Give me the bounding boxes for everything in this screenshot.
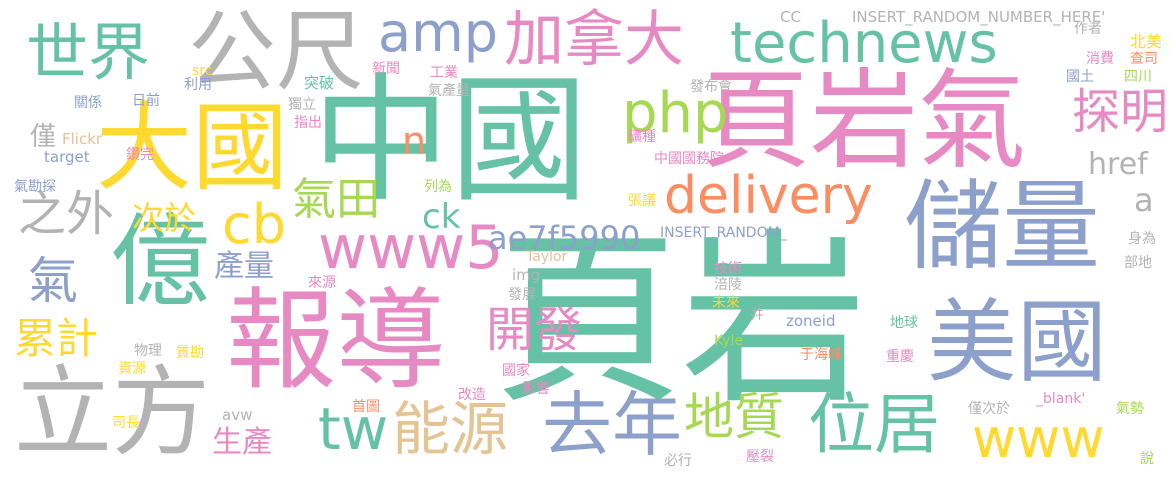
word-drilled: 鑽完 [126, 147, 154, 163]
word-independent: 獨立 [288, 97, 316, 113]
word-geo-survey: 質勘 [176, 345, 204, 361]
word-point-out: 指出 [294, 115, 322, 131]
word-develop: 開發 [486, 302, 583, 358]
word-source: 來源 [308, 275, 336, 291]
word-amp: amp [378, 1, 498, 64]
word-src: src [192, 63, 213, 79]
word-cumulative: 累計 [14, 314, 99, 363]
word-a: a [1134, 181, 1154, 219]
word-metre: 公尺 [188, 0, 365, 103]
word-second-to: 次於 [132, 199, 197, 237]
word-inspect: 查司 [1130, 51, 1158, 67]
word-china: 中國 [312, 60, 589, 221]
word-blank: _blank' [1036, 391, 1086, 407]
word-division: 部地 [1124, 255, 1152, 271]
word-proposal: 張議 [628, 193, 656, 209]
word-insert-random-number: INSERT_RANDOM_NUMBER_HERE' [852, 8, 1106, 26]
word-technology: 技術 [714, 261, 742, 277]
word-press-conference: 發布會 [690, 79, 732, 95]
word-output: 產量 [214, 249, 274, 284]
word-yu-haifeng: 于海峰 [800, 347, 842, 363]
word-second-only-to: 僅次於 [968, 401, 1010, 417]
word-cc: CC [780, 8, 801, 26]
word-canada: 加拿大 [504, 5, 684, 75]
word-physics: 物理 [134, 343, 162, 359]
word-last-year: 去年 [542, 384, 682, 466]
word-zoneid: zoneid [786, 312, 836, 330]
word-taylor: Taylor [526, 249, 568, 265]
word-well: 井 [750, 307, 764, 323]
word-technews: technews [730, 11, 998, 76]
word-consumption: 消費 [1086, 51, 1114, 67]
word-gas-output: 氣產量 [428, 83, 470, 99]
word-recently: 日前 [132, 93, 160, 109]
word-delivery: delivery [664, 166, 873, 226]
word-ae7f5990: ae7f5990 [488, 219, 641, 257]
word-fuling: 涪陵 [714, 277, 742, 293]
word-gas: 氣 [28, 252, 78, 310]
word-chongqing: 重慶 [886, 349, 914, 365]
word-news: 新聞 [372, 61, 400, 77]
word-only: 僅 [30, 122, 57, 152]
word-relation: 關係 [74, 95, 102, 111]
word-shale: 頁岩 [495, 212, 868, 429]
word-mineral: 礦種 [628, 129, 656, 145]
word-land: 國土 [1066, 69, 1094, 85]
word-insert-random: INSERT_RANDOM_ [660, 225, 787, 241]
word-earth: 地球 [890, 315, 918, 331]
word-gas-exploration: 氣勘探 [14, 179, 56, 195]
word-first-image: 首圖 [352, 399, 380, 415]
word-hundred-million: 億 [110, 203, 210, 320]
word-cb: cb [222, 193, 286, 256]
word-director: 司長 [112, 415, 140, 431]
word-listed-as: 列為 [424, 179, 452, 195]
word-say: 說 [1140, 451, 1154, 467]
word-nation: 國家 [502, 363, 530, 379]
word-sichuan: 四川 [1124, 69, 1152, 85]
word-resources: 資源 [118, 361, 146, 377]
word-impact: 影響 [522, 381, 550, 397]
word-big-nation: 大國 [96, 92, 288, 204]
word-future: 未來 [712, 295, 740, 311]
word-tw: tw [318, 395, 389, 463]
word-state-council: 中國國務院 [654, 151, 724, 167]
word-reserves: 儲量 [904, 170, 1101, 284]
word-href: href [1088, 147, 1148, 182]
word-kyle: Kyle [714, 333, 743, 349]
word-www5: www5 [318, 213, 504, 283]
word-n: n [402, 119, 427, 163]
word-geology: 地質 [684, 388, 784, 446]
word-development: 發展 [508, 287, 536, 303]
word-ck: ck [422, 197, 461, 237]
word-reform: 改造 [458, 387, 486, 403]
word-north-america: 北美 [1130, 32, 1163, 51]
word-author: 作者 [1074, 21, 1102, 37]
word-produce: 生產 [212, 425, 272, 460]
word-php: php [622, 81, 729, 146]
word-target: target [44, 148, 90, 166]
word-flickr: Flickr [62, 130, 103, 148]
word-fracturing: 壓裂 [746, 449, 774, 465]
word-usa: 美國 [927, 290, 1107, 395]
word-proven: 探明 [1072, 84, 1169, 140]
word-www: www [972, 407, 1105, 470]
word-cubic: 立方 [14, 356, 211, 470]
word-report: 報導 [226, 277, 446, 405]
word-industry: 工業 [430, 65, 458, 81]
word-gas-field: 氣田 [292, 174, 380, 225]
word-ranked: 位居 [808, 386, 940, 463]
word-shale-gas: 頁岩氣 [702, 59, 1027, 184]
word-energy: 能源 [392, 395, 509, 463]
word-breakthrough: 突破 [304, 74, 335, 92]
word-must-do: 必行 [664, 453, 692, 469]
word-world: 世界 [26, 16, 151, 89]
word-avw: avw [222, 406, 253, 424]
word-img: img [512, 266, 541, 284]
word-momentum: 氣勢 [1116, 401, 1144, 417]
word-besides: 之外 [18, 186, 115, 242]
word-utilize: 利用 [184, 77, 212, 93]
word-as: 身為 [1128, 231, 1156, 247]
